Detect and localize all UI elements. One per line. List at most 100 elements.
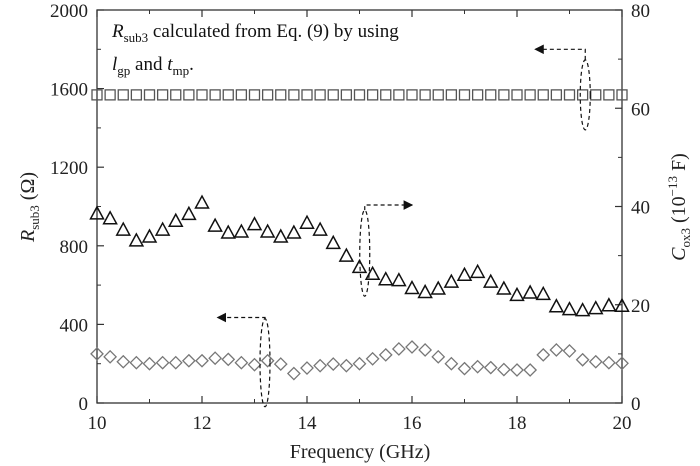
triangle-marker <box>548 298 565 313</box>
diamond-marker <box>391 342 406 356</box>
diamond-marker <box>168 355 183 370</box>
square-marker <box>196 89 208 101</box>
triangle-marker <box>456 266 473 282</box>
diamond-marker <box>431 349 446 364</box>
ellipse-marker-diamond <box>259 318 271 408</box>
x-tick-label: 20 <box>613 413 632 434</box>
triangle-marker <box>561 301 578 316</box>
square-marker <box>471 89 484 101</box>
triangle-marker <box>391 272 407 287</box>
y-right-tick-label: 0 <box>631 394 641 415</box>
square-marker <box>327 89 339 101</box>
square-marker <box>156 89 169 101</box>
square-marker <box>563 89 576 101</box>
diamond-marker <box>549 343 564 357</box>
diamond-marker <box>181 353 196 368</box>
square-marker <box>143 89 156 101</box>
square-marker <box>117 89 129 101</box>
square-marker <box>485 89 497 101</box>
triangle-marker <box>325 234 342 250</box>
y-left-tick-label: 0 <box>79 394 89 415</box>
triangle-marker <box>312 221 328 236</box>
triangle-marker <box>233 223 250 238</box>
diamond-marker <box>615 356 629 371</box>
diamond-marker <box>378 347 393 362</box>
square-marker <box>248 89 261 101</box>
diamond-marker <box>129 355 144 370</box>
arrow-square-to-left-axis <box>534 44 586 60</box>
square-marker <box>380 89 392 101</box>
triangle-marker <box>128 232 145 247</box>
diamond-marker <box>562 344 577 358</box>
diamond-marker <box>418 343 433 357</box>
diamond-marker <box>90 346 104 361</box>
triangle-marker <box>220 224 237 239</box>
triangle-marker <box>509 286 525 302</box>
diamond-marker <box>208 351 223 366</box>
square-marker <box>498 89 510 101</box>
arrow-triangle-to-right-axis <box>364 200 414 211</box>
diamond-marker <box>313 358 328 373</box>
square-marker <box>445 89 458 101</box>
triangle-marker <box>286 224 302 239</box>
square-marker <box>275 89 287 101</box>
triangle-marker <box>115 221 132 236</box>
triangle-marker <box>299 214 315 229</box>
x-tick-label: 18 <box>508 413 527 434</box>
diamond-marker <box>326 357 341 372</box>
y-right-tick-label: 60 <box>631 99 650 120</box>
triangle-marker <box>364 265 381 281</box>
square-marker <box>170 89 182 101</box>
triangle-marker <box>89 205 105 220</box>
diamond-marker <box>300 361 314 375</box>
triangle-marker <box>614 297 630 312</box>
triangle-marker <box>430 280 447 295</box>
triangle-marker <box>194 194 210 209</box>
x-tick-label: 10 <box>88 413 107 434</box>
diamond-marker <box>483 360 498 375</box>
diamond-marker <box>444 356 459 371</box>
ellipse-marker-square <box>579 59 591 131</box>
triangle-marker <box>601 297 617 312</box>
y-left-tick-label: 1600 <box>50 80 88 101</box>
x-axis-label: Frequency (GHz) <box>290 441 431 463</box>
triangle-marker <box>259 223 276 238</box>
diamond-marker <box>536 347 551 362</box>
square-marker <box>537 89 549 101</box>
square-marker <box>590 89 602 101</box>
diamond-marker <box>523 363 538 377</box>
square-marker <box>104 89 116 101</box>
triangle-marker <box>535 285 552 301</box>
diamond-marker <box>286 366 301 381</box>
triangle-marker <box>377 271 394 286</box>
square-marker <box>130 89 143 101</box>
y-left-tick-label: 1200 <box>50 158 88 179</box>
square-marker <box>419 89 431 101</box>
x-tick-label: 14 <box>298 413 318 434</box>
diamond-marker <box>352 356 367 371</box>
square-marker <box>314 89 326 101</box>
square-marker <box>576 89 589 101</box>
diamond-marker <box>496 362 511 377</box>
square-marker <box>366 89 379 101</box>
y-left-tick-label: 2000 <box>50 1 88 22</box>
diamond-marker <box>221 352 236 367</box>
y-right-tick-label: 20 <box>631 296 650 317</box>
diamond-marker <box>601 355 616 370</box>
y-right-tick-label: 40 <box>631 198 650 219</box>
triangle-marker <box>574 302 591 317</box>
y-left-tick-label: 800 <box>60 237 89 258</box>
triangle-marker <box>496 280 512 295</box>
diamond-marker <box>365 351 380 366</box>
triangle-marker <box>246 216 263 231</box>
diamond-marker <box>405 340 419 354</box>
square-marker <box>616 89 628 101</box>
square-marker <box>301 89 313 101</box>
annotation-line2: lgp and tmp. <box>112 54 194 78</box>
triangle-marker <box>167 212 184 227</box>
square-marker <box>550 89 563 101</box>
y-left-tick-label: 400 <box>60 315 89 336</box>
square-marker <box>183 89 195 101</box>
